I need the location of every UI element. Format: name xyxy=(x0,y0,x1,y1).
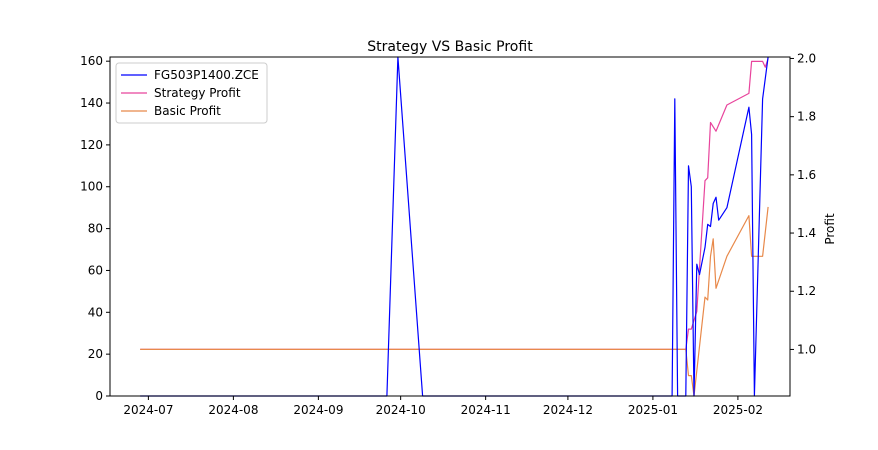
y-left-tick-label: 100 xyxy=(80,180,103,194)
legend-label: FG503P1400.ZCE xyxy=(154,68,259,82)
plot-frame xyxy=(109,56,791,397)
legend-label: Basic Profit xyxy=(154,104,221,118)
legend: FG503P1400.ZCE Strategy Profit Basic Profi… xyxy=(115,62,268,124)
chart-title: Strategy VS Basic Profit xyxy=(367,39,533,55)
y-left-tick-label: 120 xyxy=(80,138,103,152)
y-right-tick-label: 1.0 xyxy=(797,342,816,356)
x-tick-label: 2024-10 xyxy=(376,403,426,417)
x-tick-label: 2025-01 xyxy=(628,403,678,417)
y-left-tick-label: 40 xyxy=(88,305,103,319)
y-left-tick-label: 60 xyxy=(88,263,103,277)
y-left-tick-label: 0 xyxy=(95,389,103,403)
y-axis-left: 0 20 40 60 80 100 120 140 160 xyxy=(80,54,110,403)
x-axis: 2024-07 2024-08 2024-09 2024-10 2024-11 2024-… xyxy=(123,396,763,417)
x-tick-label: 2024-08 xyxy=(208,403,258,417)
y-left-tick-label: 160 xyxy=(80,54,103,68)
y-right-tick-label: 1.8 xyxy=(797,110,816,124)
x-tick-label: 2024-12 xyxy=(543,403,593,417)
y-left-tick-label: 20 xyxy=(88,347,103,361)
legend-box xyxy=(115,62,268,124)
x-tick-label: 2024-07 xyxy=(123,403,173,417)
y-right-tick-label: 1.4 xyxy=(797,226,816,240)
y-axis-right: 1.0 1.2 1.4 1.6 1.8 2.0 xyxy=(790,51,816,356)
x-tick-label: 2025-02 xyxy=(713,403,763,417)
x-tick-label: 2024-11 xyxy=(461,403,511,417)
y-left-tick-label: 140 xyxy=(80,96,103,110)
y-right-tick-label: 1.6 xyxy=(797,168,816,182)
y-left-tick-label: 80 xyxy=(88,222,103,236)
y-right-tick-label: 1.2 xyxy=(797,284,816,298)
x-tick-label: 2024-09 xyxy=(293,403,343,417)
series-line-strategy-profit xyxy=(140,58,769,350)
legend-label: Strategy Profit xyxy=(154,86,241,100)
y-right-tick-label: 2.0 xyxy=(797,51,816,65)
y-axis-right-label: Profit xyxy=(823,213,837,245)
